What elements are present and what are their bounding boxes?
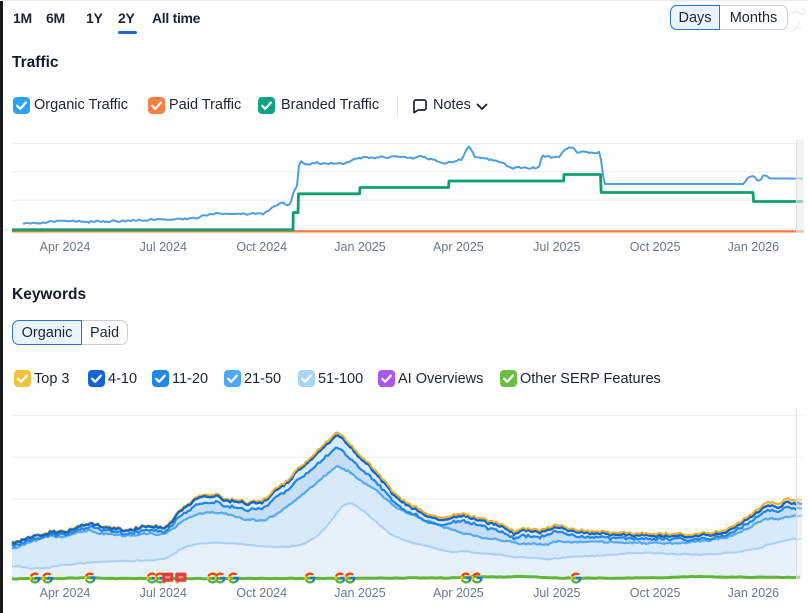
svg-text:Oct 2025: Oct 2025 (630, 240, 681, 254)
svg-text:Apr 2024: Apr 2024 (40, 240, 91, 254)
svg-text:Apr 2025: Apr 2025 (433, 586, 484, 600)
svg-text:Oct 2025: Oct 2025 (630, 586, 681, 600)
svg-text:Apr 2025: Apr 2025 (433, 240, 484, 254)
svg-text:Jan 2026: Jan 2026 (728, 240, 779, 254)
svg-text:Jan 2026: Jan 2026 (728, 586, 779, 600)
svg-text:Jan 2025: Jan 2025 (334, 586, 385, 600)
svg-text:Jul 2024: Jul 2024 (140, 240, 187, 254)
svg-text:Jul 2025: Jul 2025 (533, 240, 580, 254)
svg-text:Jul 2025: Jul 2025 (533, 586, 580, 600)
svg-text:Jan 2025: Jan 2025 (334, 240, 385, 254)
svg-text:Oct 2024: Oct 2024 (236, 586, 287, 600)
svg-text:Jul 2024: Jul 2024 (140, 586, 187, 600)
svg-text:Oct 2024: Oct 2024 (236, 240, 287, 254)
svg-text:Apr 2024: Apr 2024 (40, 586, 91, 600)
